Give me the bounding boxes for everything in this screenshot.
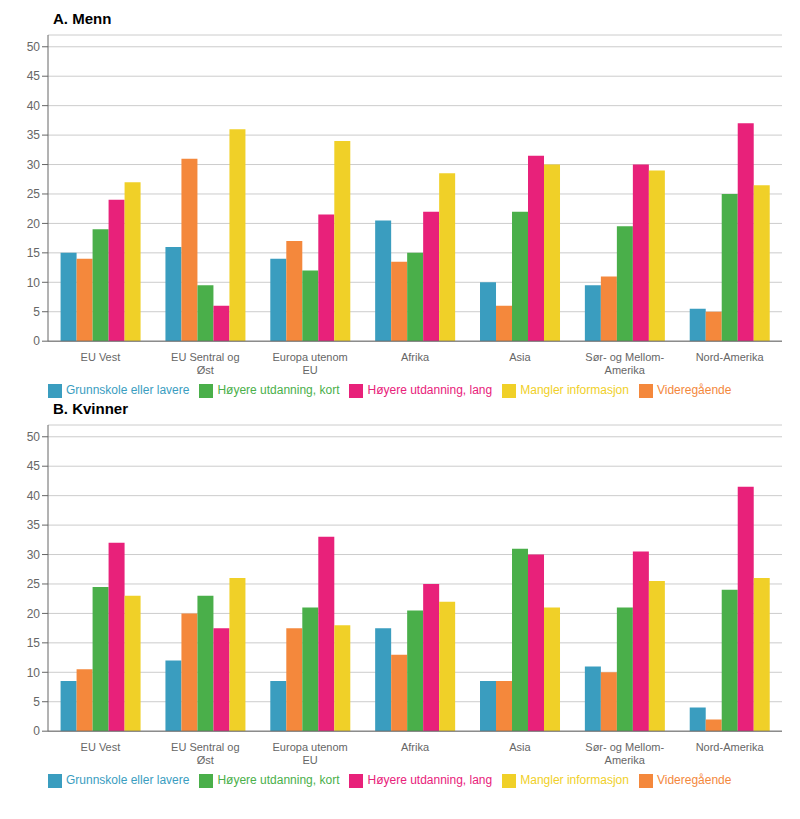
svg-text:EU Sentral ogØst: EU Sentral ogØst	[171, 351, 239, 376]
svg-text:Sør- og Mellom-Amerika: Sør- og Mellom-Amerika	[585, 741, 664, 766]
svg-text:45: 45	[27, 69, 41, 83]
svg-text:10: 10	[27, 666, 41, 680]
svg-text:Afrika: Afrika	[401, 741, 430, 753]
html-text:Videregående: Videregående	[656, 773, 732, 788]
svg-text:0: 0	[33, 334, 40, 348]
svg-text:Europa utenomEU: Europa utenomEU	[273, 741, 348, 766]
svg-text:Sør- og Mellom-Amerika: Sør- og Mellom-Amerika	[585, 351, 664, 376]
svg-text:35: 35	[27, 128, 41, 142]
svg-text:Nord-Amerika: Nord-Amerika	[696, 351, 765, 363]
svg-text:Asia: Asia	[509, 351, 531, 363]
svg-text:EU Sentral ogØst: EU Sentral ogØst	[171, 741, 239, 766]
svg-text:20: 20	[27, 217, 41, 231]
html-text:Høyere utdanning, kort: Høyere utdanning, kort	[217, 383, 340, 398]
svg-text:30: 30	[27, 548, 41, 562]
html-text:Grunnskole eller lavere: Grunnskole eller lavere	[66, 383, 190, 398]
svg-text:5: 5	[33, 305, 40, 319]
svg-text:Europa utenomEU: Europa utenomEU	[273, 351, 348, 376]
html-text:A. Menn: A. Menn	[53, 10, 112, 27]
html-text:Mangler informasjon: Mangler informasjon	[520, 383, 629, 398]
html-text:Høyere utdanning, lang: Høyere utdanning, lang	[367, 383, 493, 398]
svg-text:40: 40	[27, 99, 41, 113]
html-text:Høyere utdanning, kort: Høyere utdanning, kort	[217, 773, 340, 788]
svg-text:20: 20	[27, 607, 41, 621]
svg-text:15: 15	[27, 246, 41, 260]
svg-text:50: 50	[27, 40, 41, 54]
html-text:Grunnskole eller lavere: Grunnskole eller lavere	[66, 773, 190, 788]
svg-text:50: 50	[27, 430, 41, 444]
html-text:Videregående: Videregående	[656, 383, 732, 398]
svg-text:15: 15	[27, 636, 41, 650]
svg-text:25: 25	[27, 187, 41, 201]
svg-text:10: 10	[27, 276, 41, 290]
html-text:Høyere utdanning, lang: Høyere utdanning, lang	[367, 773, 493, 788]
svg-text:30: 30	[27, 158, 41, 172]
html-text:Mangler informasjon: Mangler informasjon	[520, 773, 629, 788]
svg-text:5: 5	[33, 695, 40, 709]
svg-text:35: 35	[27, 518, 41, 532]
svg-text:25: 25	[27, 577, 41, 591]
svg-text:40: 40	[27, 489, 41, 503]
svg-text:Nord-Amerika: Nord-Amerika	[696, 741, 765, 753]
svg-text:Asia: Asia	[509, 741, 531, 753]
html-text:B. Kvinner: B. Kvinner	[53, 400, 128, 417]
svg-text:Afrika: Afrika	[401, 351, 430, 363]
svg-text:EU Vest: EU Vest	[81, 351, 121, 363]
svg-text:EU Vest: EU Vest	[81, 741, 121, 753]
svg-text:45: 45	[27, 459, 41, 473]
svg-text:0: 0	[33, 724, 40, 738]
